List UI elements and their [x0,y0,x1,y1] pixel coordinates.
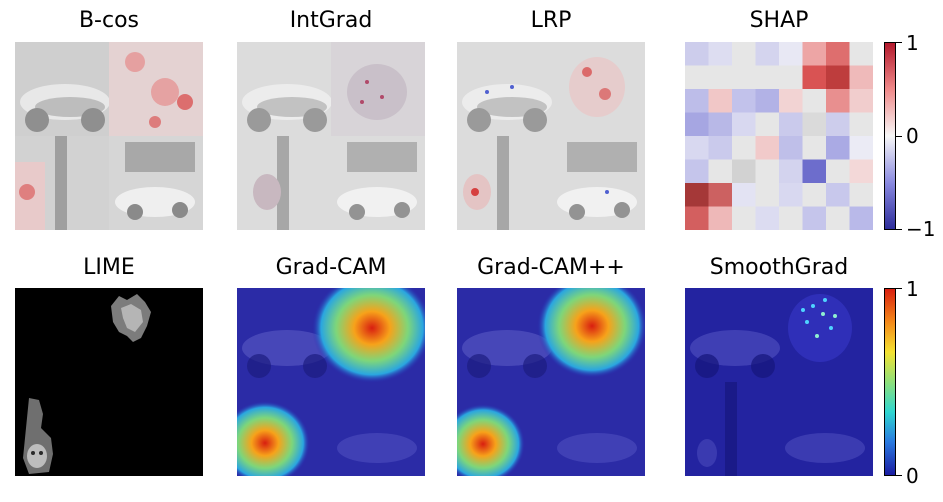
attribution-map-smoothgrad [685,288,873,476]
panel-title: SmoothGrad [709,255,849,280]
attribution-map-bcos [15,42,203,230]
panel-title: Grad-CAM [275,255,387,280]
panel-title: SHAP [749,8,809,33]
attribution-map-intgrad [237,42,425,230]
colorbar-tick-label: 1 [906,277,919,301]
colorbar-tick-label: −1 [906,217,936,241]
panel-title: Grad-CAM++ [477,255,625,280]
panel-title: LRP [530,8,572,33]
colorbar-bwr [884,42,896,230]
colorbar-jet [884,288,896,476]
attribution-map-gradcampp [457,288,645,476]
colorbar-bwr-gradient [884,42,896,230]
colorbar-jet-gradient [884,288,896,476]
panel-title: LIME [83,255,135,280]
attribution-map-lime [15,288,203,476]
panel-title: B-cos [78,8,140,33]
attribution-map-gradcam [237,288,425,476]
colorbar-tick-label: 1 [906,31,919,55]
colorbar-tick-label: 0 [906,124,919,148]
attribution-map-shap [685,42,873,230]
colorbar-tick-label: 0 [906,464,919,488]
panel-title: IntGrad [289,8,373,33]
attribution-map-lrp [457,42,645,230]
